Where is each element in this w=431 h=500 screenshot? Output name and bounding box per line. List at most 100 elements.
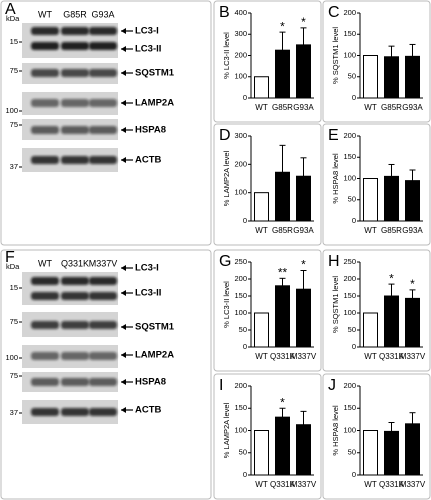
protein-label: SQSTM1 xyxy=(135,68,175,79)
band xyxy=(61,156,89,164)
x-tick-label: G93A xyxy=(402,103,423,112)
mw-unit: kDa xyxy=(6,262,20,271)
band xyxy=(89,352,117,360)
y-tick-label: 0 xyxy=(352,470,356,479)
panel-label: B xyxy=(219,4,230,21)
band xyxy=(89,42,117,50)
panel-frame xyxy=(213,373,322,500)
band xyxy=(89,69,117,77)
bar xyxy=(254,192,269,222)
y-tick-label: 300 xyxy=(234,131,247,140)
panel-label: F xyxy=(5,249,15,266)
band xyxy=(31,156,59,164)
band xyxy=(31,27,59,35)
significance: * xyxy=(301,258,306,272)
x-tick-label: WT xyxy=(364,480,377,489)
x-tick-label: Q331K xyxy=(379,480,405,489)
y-axis-label: % LC3-II level xyxy=(222,32,231,79)
y-tick-label: 50 xyxy=(239,325,247,334)
y-tick-label: 100 xyxy=(234,425,247,434)
protein-label: HSPA8 xyxy=(135,377,166,388)
bar xyxy=(363,178,378,222)
x-tick-label: M337V xyxy=(400,352,426,361)
arrow-head xyxy=(121,46,126,52)
y-tick-label: 100 xyxy=(234,188,247,197)
y-tick-label: 0 xyxy=(352,216,356,225)
bar xyxy=(296,44,311,99)
panel-frame xyxy=(213,0,322,123)
band xyxy=(31,352,59,360)
panel-frame xyxy=(0,0,212,246)
band xyxy=(31,99,59,107)
bar xyxy=(363,312,378,348)
y-tick-label: 200 xyxy=(343,274,356,283)
bar xyxy=(405,423,420,476)
y-tick-label: 150 xyxy=(343,29,356,38)
y-axis-label: % SQSTM1 level xyxy=(331,27,340,84)
y-axis-label: % HSPA8 level xyxy=(331,153,340,204)
mw-marker: 15 xyxy=(10,37,18,46)
lane-label: WT xyxy=(38,258,52,268)
y-tick-label: 0 xyxy=(243,93,247,102)
band xyxy=(31,69,59,77)
band xyxy=(31,408,59,416)
panel-label: D xyxy=(219,127,231,144)
mw-marker: 75 xyxy=(10,120,18,129)
mw-marker: 100 xyxy=(5,353,18,362)
bar xyxy=(254,312,269,348)
mw-marker: 75 xyxy=(10,317,18,326)
y-tick-label: 100 xyxy=(343,308,356,317)
y-tick-label: 50 xyxy=(348,325,356,334)
arrow-head xyxy=(121,70,126,76)
x-tick-label: WT xyxy=(255,226,268,235)
y-tick-label: 200 xyxy=(234,50,247,59)
x-tick-label: WT xyxy=(255,352,268,361)
arrow-head xyxy=(121,157,126,163)
y-tick-label: 150 xyxy=(234,291,247,300)
y-tick-label: 200 xyxy=(234,159,247,168)
panel-frame xyxy=(213,249,322,372)
panel-label: G xyxy=(219,253,231,270)
band xyxy=(61,292,89,300)
bar xyxy=(384,56,399,99)
y-tick-label: 0 xyxy=(243,470,247,479)
protein-label: HSPA8 xyxy=(135,125,166,136)
x-tick-label: WT xyxy=(255,480,268,489)
protein-label: LC3-I xyxy=(135,26,159,37)
x-tick-label: G85R xyxy=(381,103,402,112)
y-tick-label: 200 xyxy=(343,131,356,140)
y-tick-label: 200 xyxy=(234,274,247,283)
band xyxy=(61,42,89,50)
panel-label: E xyxy=(328,127,339,144)
arrow-head xyxy=(121,407,126,413)
bar xyxy=(405,55,420,99)
y-tick-label: 50 xyxy=(348,195,356,204)
x-tick-label: Q331K xyxy=(270,480,296,489)
band xyxy=(61,27,89,35)
bar xyxy=(405,297,420,348)
x-tick-label: WT xyxy=(364,226,377,235)
protein-label: ACTB xyxy=(135,405,162,416)
band xyxy=(61,352,89,360)
bar xyxy=(296,175,311,222)
panel-frame xyxy=(0,249,212,500)
lane-label: M337V xyxy=(89,258,118,268)
panel-label: C xyxy=(328,4,340,21)
y-tick-label: 250 xyxy=(234,257,247,266)
y-tick-label: 300 xyxy=(234,29,247,38)
significance: ** xyxy=(278,265,288,279)
band xyxy=(89,277,117,285)
y-axis-label: % LAMP2A level xyxy=(222,402,231,458)
protein-label: LC3-II xyxy=(135,44,161,55)
panel-frame xyxy=(322,0,431,123)
band xyxy=(89,378,117,386)
bar xyxy=(384,430,399,476)
panel-label: A xyxy=(5,1,16,18)
x-tick-label: G85R xyxy=(272,226,293,235)
x-tick-label: G85R xyxy=(272,103,293,112)
significance: * xyxy=(301,15,306,29)
protein-label: ACTB xyxy=(135,155,162,166)
band xyxy=(89,321,117,329)
lane-label: G85R xyxy=(63,9,87,19)
band xyxy=(61,69,89,77)
